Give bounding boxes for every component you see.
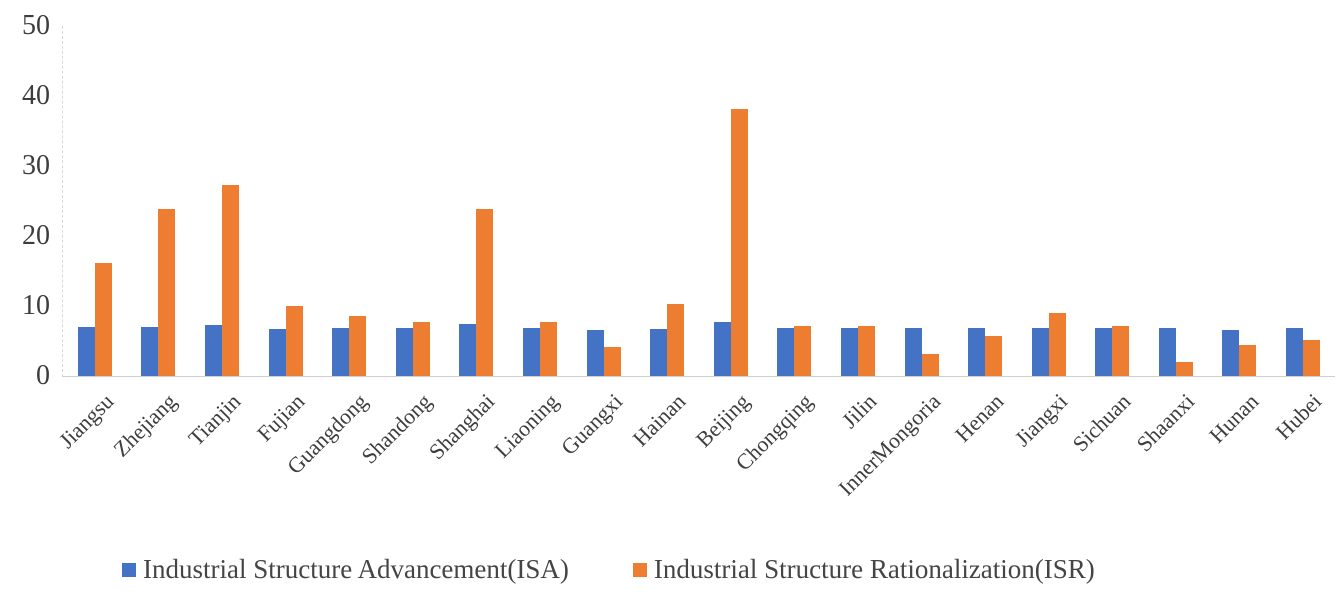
bar-isa-jilin: [840, 328, 858, 376]
bar-isr-shanghai: [476, 209, 494, 376]
bar-isa-chongqing: [777, 328, 795, 376]
bar-isr-zhejiang: [158, 209, 176, 376]
y-tick-label: 10: [22, 290, 50, 321]
bar-isa-jiangxi: [1031, 328, 1049, 376]
bar-isa-sichuan: [1095, 328, 1113, 376]
bar-isa-innermongoria: [904, 328, 922, 376]
category-slot-tianjin: [190, 26, 254, 376]
legend-label-isr: Industrial Structure Rationalization(ISR…: [653, 554, 1095, 584]
x-tick-label-shandong: Shandong: [356, 388, 437, 469]
bar-isr-hubei: [1303, 339, 1321, 376]
y-tick-label: 0: [36, 360, 50, 391]
bar-isr-beijing: [730, 108, 748, 376]
bar-isr-henan: [985, 336, 1003, 376]
bar-isr-jiangsu: [94, 263, 112, 376]
x-tick-label-hubei: Hubei: [1270, 388, 1327, 445]
bar-isr-innermongoria: [921, 354, 939, 376]
bar-isa-guangdong: [332, 327, 350, 376]
bar-isr-sichuan: [1112, 325, 1130, 376]
category-slot-beijing: [699, 26, 763, 376]
category-slot-shanghai: [445, 26, 509, 376]
bar-isa-shaanxi: [1158, 328, 1176, 376]
bar-isa-hubei: [1286, 328, 1304, 376]
category-slot-innermongoria: [890, 26, 954, 376]
category-slot-guangdong: [317, 26, 381, 376]
isr-swatch-icon: [632, 562, 647, 577]
x-tick-label-tianjin: Tianjin: [183, 388, 246, 451]
bar-isr-shandong: [412, 322, 430, 376]
category-slot-sichuan: [1081, 26, 1145, 376]
category-slot-hainan: [635, 26, 699, 376]
y-tick-label: 20: [22, 220, 50, 251]
bar-isa-zhejiang: [141, 327, 159, 376]
bar-isa-shanghai: [459, 324, 477, 376]
bar-isr-shaanxi: [1175, 362, 1193, 376]
category-slot-hunan: [1208, 26, 1272, 376]
bar-isa-guangxi: [586, 329, 604, 376]
bar-isa-hainan: [650, 329, 668, 376]
x-tick-label-fujian: Fujian: [251, 388, 309, 447]
x-tick-label-henan: Henan: [950, 388, 1009, 447]
bar-isa-beijing: [713, 322, 731, 376]
bar-isa-jiangsu: [77, 327, 95, 376]
bar-isr-hunan: [1239, 345, 1257, 376]
category-slot-jilin: [826, 26, 890, 376]
category-slot-jiangxi: [1017, 26, 1081, 376]
legend-label-isa: Industrial Structure Advancement(ISA): [143, 554, 569, 584]
category-slot-shandong: [381, 26, 445, 376]
x-tick-label-guangxi: Guangxi: [555, 388, 627, 460]
bar-isr-fujian: [285, 306, 303, 376]
bar-isr-jilin: [857, 325, 875, 376]
bar-isr-chongqing: [794, 325, 812, 376]
isa-swatch-icon: [122, 562, 136, 577]
legend-item-isa: Industrial Structure Advancement(ISA): [122, 556, 569, 583]
category-slot-henan: [953, 26, 1017, 376]
bar-isr-guangxi: [603, 347, 621, 376]
x-tick-label-shaanxi: Shaanxi: [1131, 388, 1200, 457]
y-tick-label: 40: [22, 80, 50, 111]
category-slot-jiangsu: [63, 26, 127, 376]
category-slot-shaanxi: [1144, 26, 1208, 376]
category-slot-guangxi: [572, 26, 636, 376]
category-slot-fujian: [254, 26, 318, 376]
x-tick-label-zhejiang: Zhejiang: [108, 388, 182, 462]
bar-isr-liaoning: [539, 322, 557, 376]
bar-isa-shandong: [395, 327, 413, 376]
plot-area: [62, 26, 1335, 377]
category-slot-liaoning: [508, 26, 572, 376]
x-tick-label-hunan: Hunan: [1203, 388, 1263, 448]
category-slot-hubei: [1271, 26, 1335, 376]
x-tick-label-sichuan: Sichuan: [1067, 388, 1136, 457]
x-tick-label-hainan: Hainan: [627, 388, 691, 452]
bar-isa-hunan: [1222, 329, 1240, 376]
bar-isa-fujian: [268, 329, 286, 376]
category-slot-zhejiang: [127, 26, 191, 376]
x-tick-label-liaoning: Liaoning: [489, 388, 564, 463]
x-tick-label-shanghai: Shanghai: [424, 388, 500, 465]
legend-item-isr: Industrial Structure Rationalization(ISR…: [632, 554, 1095, 584]
bar-isa-liaoning: [522, 328, 540, 376]
category-slot-chongqing: [763, 26, 827, 376]
y-tick-label: 50: [22, 10, 50, 41]
bar-isa-henan: [968, 328, 986, 376]
legend: Industrial Structure Advancement(ISA) In…: [122, 556, 1095, 583]
bar-isa-tianjin: [204, 324, 222, 376]
y-tick-label: 30: [22, 150, 50, 181]
x-tick-label-jiangxi: Jiangxi: [1009, 388, 1073, 452]
bar-isr-tianjin: [221, 184, 239, 376]
bar-isr-hainan: [667, 303, 685, 376]
bar-isr-guangdong: [349, 315, 367, 376]
x-tick-label-jilin: Jilin: [836, 388, 882, 434]
bar-isr-jiangxi: [1048, 313, 1066, 376]
